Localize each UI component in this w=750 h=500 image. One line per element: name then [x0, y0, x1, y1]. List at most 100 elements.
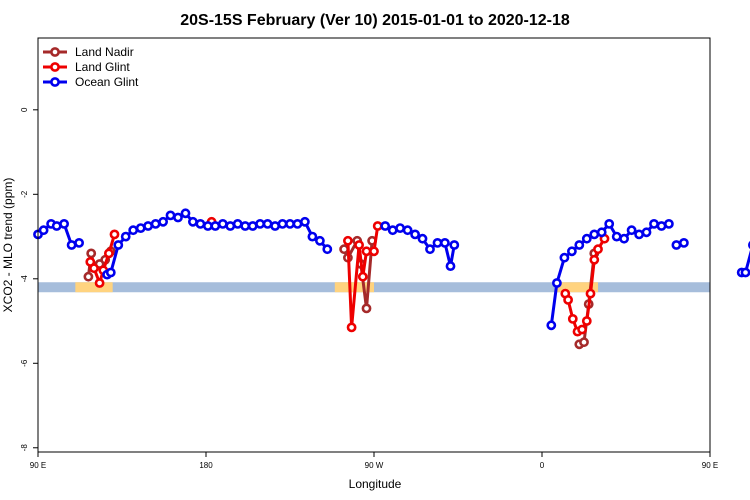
land-glint-point	[109, 229, 120, 240]
legend-label-land-glint: Land Glint	[75, 60, 130, 74]
land-glint-point	[589, 254, 600, 265]
land-nadir-point	[83, 271, 94, 282]
ocean-glint-point	[285, 218, 295, 229]
ocean-glint-point	[105, 267, 116, 278]
ocean-glint-point	[173, 212, 183, 223]
ocean-glint-point	[38, 225, 49, 236]
x-tick-label: 90 E	[702, 461, 718, 470]
x-tick-label: 90 E	[30, 461, 46, 470]
ocean-glint-point	[165, 210, 176, 221]
ocean-glint-point	[262, 218, 273, 229]
legend-label-ocean-glint: Ocean Glint	[75, 75, 139, 89]
land-nadir-point	[86, 248, 97, 259]
series-land-nadir	[83, 235, 600, 350]
land-glint-point	[357, 271, 368, 282]
ocean-glint-point	[322, 244, 333, 255]
y-tick-label: -4	[20, 275, 29, 283]
ocean-glint-point	[671, 240, 682, 250]
ocean-glint-point	[210, 221, 221, 231]
y-tick-label: 0	[20, 107, 29, 112]
ocean-glint-point	[664, 218, 674, 229]
ocean-glint-point	[66, 240, 77, 250]
ocean-glint-point	[59, 218, 69, 229]
ocean-glint-point	[402, 225, 413, 236]
land-glint-point	[567, 313, 578, 324]
ocean-glint-point	[232, 218, 243, 229]
ocean-glint-point	[596, 227, 607, 238]
ocean-glint-point	[417, 233, 428, 244]
ocean-glint-point	[445, 261, 456, 271]
land-glint-point	[585, 288, 596, 299]
ocean-glint-point	[604, 218, 615, 229]
series-land-glint	[85, 216, 610, 337]
legend-marker-land-glint	[50, 62, 60, 72]
ocean-glint-point	[425, 244, 435, 255]
land-band-2	[556, 282, 598, 293]
ocean-glint-point	[395, 223, 405, 233]
x-tick-label: 0	[540, 461, 545, 470]
land-glint-point	[354, 240, 364, 250]
ocean-glint-point	[128, 225, 139, 236]
ocean-glint-point	[314, 235, 325, 246]
chart-title: 20S-15S February (Ver 10) 2015-01-01 to …	[180, 12, 570, 29]
ocean-glint-point	[255, 218, 265, 229]
land-glint-point	[342, 235, 353, 246]
y-tick-label: -8	[20, 444, 29, 452]
ocean-glint-point	[567, 246, 577, 257]
ocean-glint-point	[277, 218, 288, 229]
ocean-glint-point	[740, 267, 750, 278]
ocean-glint-point	[449, 240, 460, 250]
x-tick-label: 90 W	[365, 461, 384, 470]
ocean-glint-point	[410, 229, 420, 240]
land-glint-point	[563, 294, 573, 305]
land-band-0	[75, 282, 113, 293]
legend-marker-land-nadir	[50, 47, 60, 57]
ocean-glint-point	[299, 216, 310, 227]
land-nadir-point	[339, 244, 349, 255]
land-glint-point	[361, 246, 372, 257]
ocean-glint-point	[679, 237, 689, 248]
land-nadir-point	[579, 337, 589, 348]
ocean-glint-point	[187, 216, 198, 227]
x-tick-label: 180	[199, 461, 213, 470]
land-glint-point	[89, 263, 99, 274]
ocean-glint-point	[552, 278, 562, 288]
ocean-glint-point	[574, 240, 585, 250]
ocean-glint-point	[240, 221, 251, 231]
y-tick-label: -6	[20, 359, 29, 367]
land-glint-point	[581, 316, 592, 326]
ocean-glint-point	[559, 252, 570, 263]
land-glint-point	[372, 221, 383, 231]
legend-label-land-nadir: Land Nadir	[75, 45, 134, 59]
ocean-glint-line-3	[549, 222, 670, 326]
ocean-glint-point	[143, 221, 153, 231]
land-nadir-point	[361, 303, 372, 314]
land-glint-point	[577, 324, 587, 335]
legend-marker-ocean-glint	[50, 77, 60, 87]
ocean-glint-point	[150, 218, 161, 229]
land-glint-point	[104, 248, 114, 259]
land-glint-point	[346, 322, 357, 333]
x-axis-label: Longitude	[349, 477, 402, 491]
plot-area: 90 E 180 90 W 0 90 E 0 -2 -4 -6 -8	[20, 37, 750, 470]
land-glint-point	[369, 246, 379, 257]
land-glint-point	[593, 244, 603, 255]
land-glint-point	[94, 278, 105, 288]
ocean-glint-point	[641, 227, 652, 238]
ocean-glint-point	[649, 218, 659, 229]
ocean-glint-point	[74, 237, 84, 248]
ocean-glint-point	[439, 237, 450, 248]
y-tick-label: -2	[20, 190, 29, 198]
ocean-glint-point	[120, 231, 131, 242]
ocean-glint-point	[546, 320, 557, 331]
ocean-glint-point	[380, 221, 391, 231]
series-ocean-glint	[33, 208, 750, 331]
ocean-glint-point	[307, 231, 318, 242]
ocean-glint-point	[195, 218, 206, 229]
ocean-glint-point	[581, 233, 592, 244]
ocean-glint-point	[217, 218, 228, 229]
ocean-glint-point	[113, 240, 124, 250]
ocean-glint-line-5	[741, 250, 750, 274]
ocean-glint-point	[626, 225, 637, 236]
